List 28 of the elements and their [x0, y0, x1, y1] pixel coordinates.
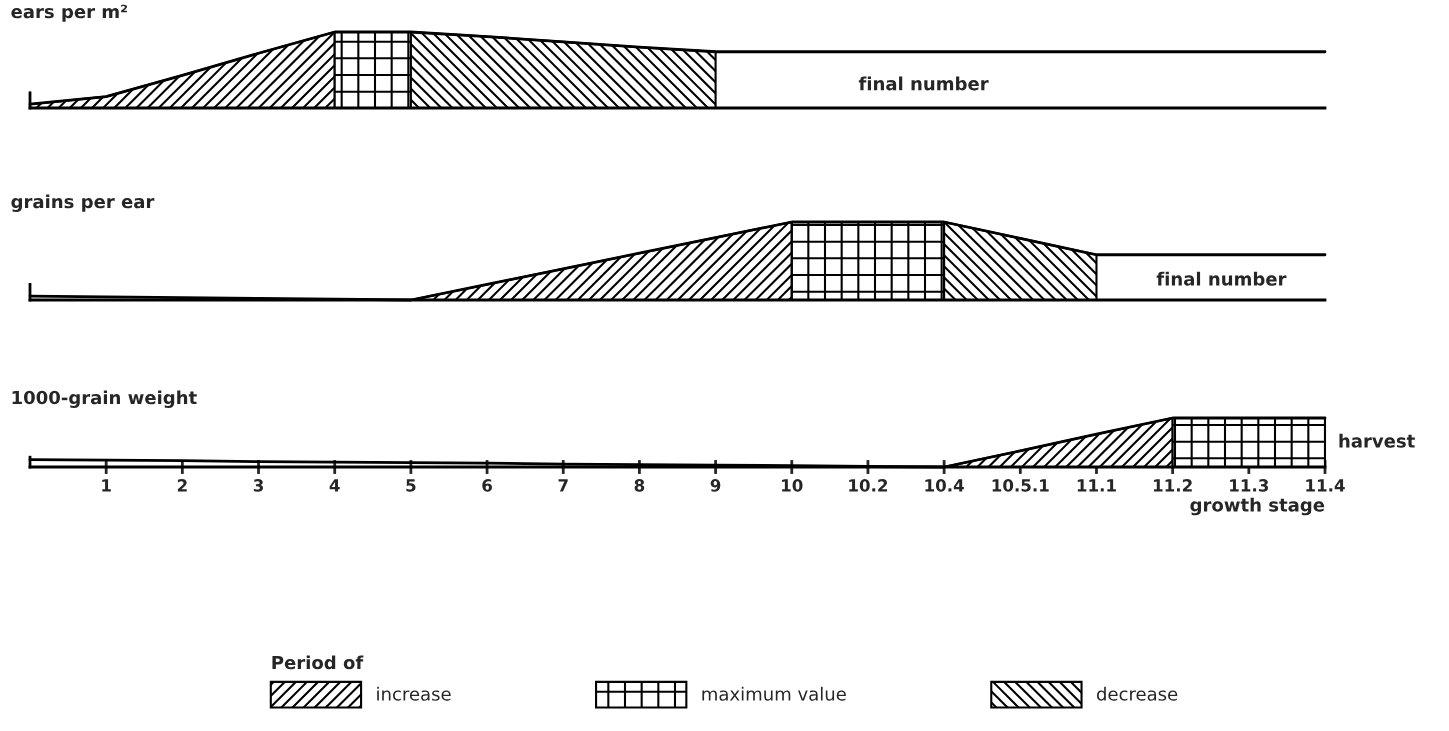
chart-title: 1000-grain weight: [12, 390, 197, 409]
legend-label: decrease: [1096, 686, 1178, 701]
x-tick-label: 9: [710, 479, 721, 492]
legend-label: increase: [377, 686, 451, 701]
x-tick-label: 11.3: [1230, 479, 1269, 492]
x-tick-label: 10.2: [849, 479, 888, 492]
x-tick-label: 11.4: [1306, 479, 1345, 492]
x-tick-label: 10.5.1: [992, 479, 1049, 492]
annotation: final number: [858, 76, 989, 91]
x-tick-label: 7: [558, 479, 568, 492]
x-tick-label: 1: [102, 479, 111, 492]
x-tick-label: 5: [406, 479, 416, 492]
chart-title: ears per m²: [11, 4, 128, 22]
x-tick-label: 11.2: [1153, 479, 1192, 492]
x-tick-label: 8: [634, 479, 645, 492]
x-tick-label: 6: [482, 479, 492, 492]
x-axis-title: growth stage: [1190, 497, 1325, 516]
annotation: final number: [1156, 271, 1287, 286]
x-tick-label: 4: [329, 479, 340, 492]
legend-title: Period of: [272, 655, 364, 670]
x-tick-label: 10: [782, 479, 803, 492]
legend-label: maximum value: [702, 686, 846, 701]
x-tick-label: 10.4: [925, 479, 964, 492]
chart-title: grains per ear: [11, 194, 155, 213]
text: harvest: [1339, 433, 1415, 448]
x-tick-label: 3: [253, 479, 263, 492]
x-tick-label: 11.1: [1077, 479, 1116, 492]
x-tick-label: 2: [177, 479, 187, 492]
